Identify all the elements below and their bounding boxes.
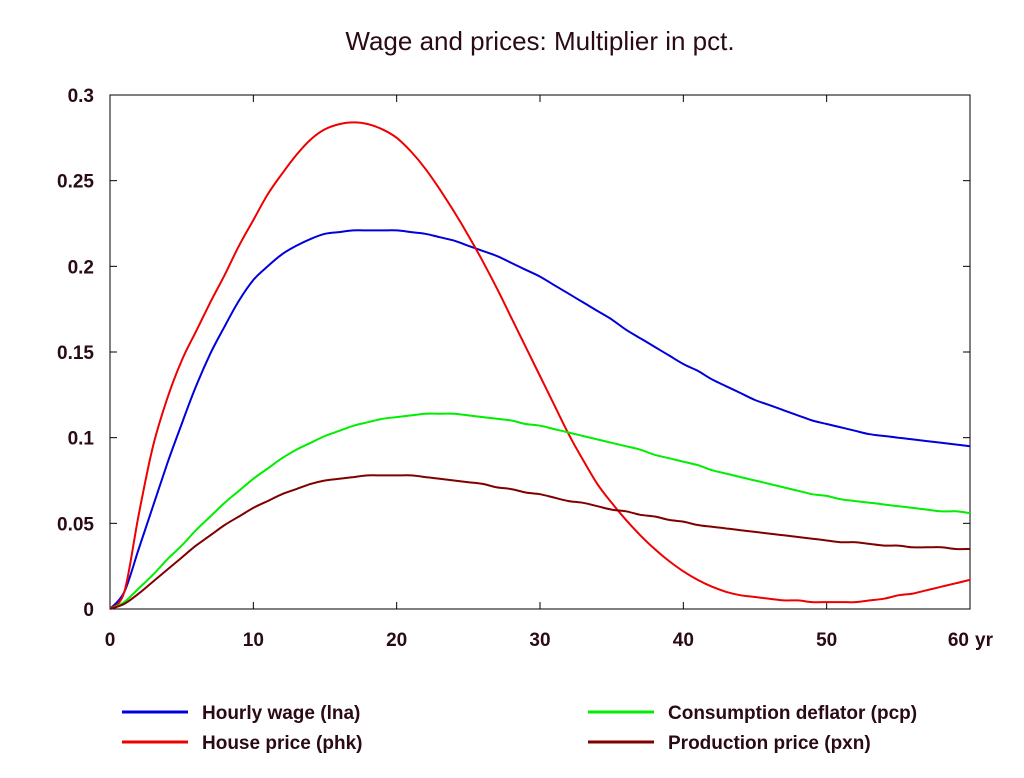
- series-line: [109, 121, 971, 610]
- x-tick-label: 10: [243, 630, 264, 651]
- y-tick-label: 0.2: [68, 257, 94, 278]
- x-tick-label: 30: [529, 630, 550, 651]
- legend-label: House price (phk): [202, 733, 362, 754]
- series-line: [109, 474, 971, 610]
- x-tick-label: 20: [386, 630, 407, 651]
- y-tick-label: 0.3: [68, 86, 94, 107]
- chart-title: Wage and prices: Multiplier in pct.: [345, 26, 734, 56]
- legend-label: Production price (pxn): [668, 733, 871, 754]
- y-tick-label: 0.15: [57, 343, 94, 364]
- plot-frame: [109, 94, 971, 610]
- x-tick-label: 40: [673, 630, 694, 651]
- legend-label: Consumption deflator (pcp): [668, 703, 917, 724]
- series-line: [109, 412, 971, 610]
- series-layer: [109, 121, 971, 610]
- y-tick-label: 0.05: [57, 514, 94, 535]
- y-tick-label: 0.25: [57, 172, 94, 193]
- axes: 0 0.05 0.1 0.15 0.2 0.25 0.3 0 10 20 30 40 50 60 yr: [57, 86, 994, 651]
- x-unit-label: yr: [975, 630, 994, 651]
- x-tick-label: 0: [105, 630, 116, 651]
- y-tick-label: 0: [83, 600, 94, 621]
- legend: Hourly wage (lna) Consumption deflator (p…: [122, 703, 917, 754]
- x-tick-label: 50: [816, 630, 837, 651]
- x-tick-label: 60: [948, 630, 969, 651]
- legend-label: Hourly wage (lna): [202, 703, 360, 724]
- series-line: [109, 229, 971, 610]
- y-tick-label: 0.1: [68, 429, 95, 450]
